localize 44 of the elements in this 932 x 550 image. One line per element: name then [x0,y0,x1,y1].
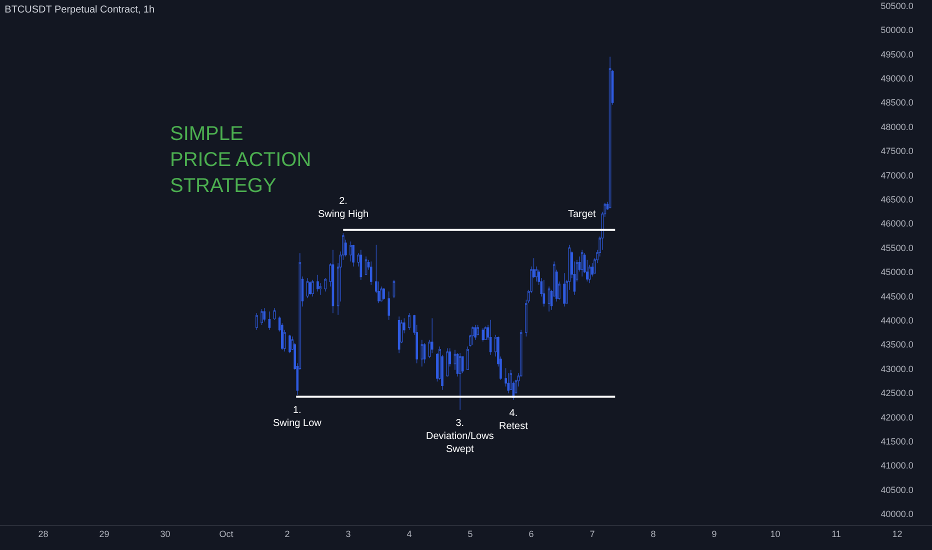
annotation: 1. Swing Low [273,405,322,429]
y-tick-label: 48000.0 [880,122,914,132]
y-tick-label: 46000.0 [880,218,914,229]
y-tick-label: 46500.0 [880,194,914,204]
y-tick-label: 44000.0 [880,315,914,326]
y-tick-label: 40000.0 [880,509,914,520]
y-tick-label: 50000.0 [880,25,914,36]
y-tick-label: 40500.0 [880,484,914,495]
annotation: 2. Swing High [318,196,369,220]
y-tick-label: 45000.0 [880,267,914,278]
annotation: 3. Deviation/Lows Swept [426,418,494,455]
y-tick-label: 42000.0 [880,412,914,422]
annotation: SIMPLE PRICE ACTION STRATEGY [170,123,312,197]
y-tick-label: 50500.0 [880,0,914,11]
y-tick-label: 41000.0 [880,460,914,471]
y-tick-label: 47500.0 [880,146,914,156]
annotation: 4. Retest [499,408,528,432]
x-tick-label: 5 [468,528,473,539]
x-tick-label: Oct [219,528,234,539]
x-tick-label: 4 [406,528,412,539]
x-tick-label: 29 [99,528,110,539]
y-tick-label: 44500.0 [880,291,914,302]
y-tick-label: 49000.0 [880,74,914,84]
y-tick-label: 49500.0 [880,49,914,60]
x-tick-label: 28 [38,528,48,539]
x-tick-label: 6 [528,528,534,539]
annotation: Target [568,209,596,220]
x-tick-label: 3 [346,528,351,539]
chart-title: BTCUSDT Perpetual Contract, 1h [4,4,155,16]
x-tick-label: 10 [770,528,780,539]
y-tick-label: 41500.0 [880,436,914,446]
y-tick-label: 47000.0 [880,170,914,180]
x-tick-label: 7 [590,528,595,539]
x-tick-label: 9 [712,528,717,539]
y-tick-label: 48500.0 [880,98,914,108]
x-tick-label: 11 [832,528,841,539]
x-tick-label: 8 [650,528,656,539]
y-tick-label: 43500.0 [880,340,914,350]
x-tick-label: 30 [160,528,170,539]
y-tick-label: 45500.0 [880,242,914,253]
x-tick-label: 2 [284,528,290,539]
x-tick-label: 12 [892,528,902,539]
y-tick-label: 42500.0 [880,388,914,398]
y-tick-label: 43000.0 [880,364,914,374]
